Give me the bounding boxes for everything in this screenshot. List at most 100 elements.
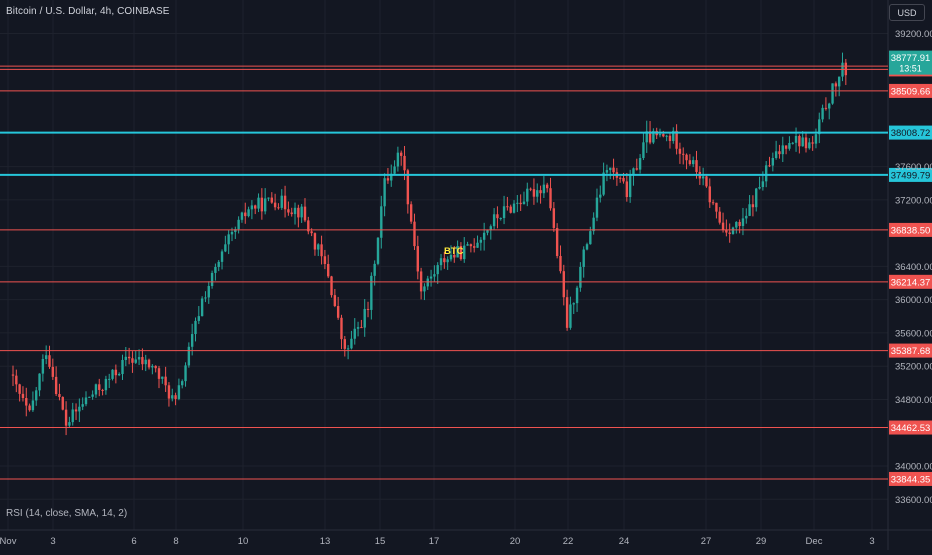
candle-body: [837, 76, 841, 87]
candle-body: [446, 259, 449, 263]
candle-body: [788, 143, 791, 149]
candle-body: [522, 201, 526, 205]
candle-body: [327, 264, 330, 277]
candle-body: [300, 206, 303, 218]
candles[interactable]: [11, 52, 848, 436]
candle-body: [141, 357, 144, 365]
candle-body: [552, 208, 556, 228]
candle-body: [565, 297, 569, 328]
candle-body: [280, 195, 283, 208]
candle-body: [658, 134, 662, 136]
candle-body: [801, 137, 804, 147]
level-label: 35387.68: [889, 343, 932, 358]
candle-body: [519, 202, 522, 205]
countdown-text: 13:51: [899, 64, 922, 74]
candle-body: [250, 205, 254, 210]
candle-body: [735, 221, 738, 228]
candle-body: [748, 204, 751, 216]
candle-body: [207, 285, 210, 298]
time-tick-label: 13: [320, 536, 331, 547]
time-tick-label: 29: [756, 536, 767, 547]
candle-body: [771, 157, 775, 166]
candle-body: [459, 246, 463, 260]
currency-button[interactable]: USD: [889, 4, 925, 21]
time-tick-label: 3: [869, 536, 874, 547]
candle-body: [267, 197, 270, 199]
candle-body: [818, 119, 821, 135]
candle-body: [273, 202, 277, 208]
candle-body: [456, 246, 459, 258]
candle-body: [18, 384, 21, 394]
candle-body: [672, 130, 675, 141]
level-label-text: 38008.72: [891, 128, 931, 139]
candle-body: [559, 255, 562, 272]
price-axis[interactable]: 39200.00 37600.00 37200.00 36400.00 36000.00…: [895, 29, 932, 506]
candle-body: [237, 219, 240, 230]
candle-body: [473, 246, 476, 248]
candle-body: [632, 168, 635, 176]
candle-body: [609, 167, 612, 171]
time-axis[interactable]: Nov 3 6 8 10 13 15 17 20 22 24 27 29 Dec 3: [0, 536, 875, 547]
candle-body: [708, 186, 711, 203]
level-label-bg: [889, 83, 932, 98]
support-resistance-lines[interactable]: 38768.3338509.6638008.7237499.7936838.50…: [0, 0, 932, 486]
candle-body: [297, 207, 300, 218]
candle-body: [539, 190, 542, 194]
candle-body: [463, 245, 466, 260]
level-label: 38008.72: [889, 125, 932, 140]
candle-body: [688, 160, 692, 165]
candle-body: [373, 263, 376, 276]
candle-body: [336, 306, 340, 318]
candle-body: [798, 136, 801, 147]
time-tick-label: 20: [510, 536, 521, 547]
price-tick-label: 35200.00: [895, 362, 932, 373]
candle-body: [476, 242, 479, 248]
candle-body: [61, 397, 64, 410]
candle-body: [682, 153, 685, 155]
candle-body: [526, 188, 529, 202]
level-label-bg: [889, 274, 932, 289]
candle-body: [804, 137, 808, 149]
candle-body: [728, 232, 731, 234]
candle-body: [453, 254, 456, 258]
rsi-indicator-label[interactable]: RSI (14, close, SMA, 14, 2): [6, 508, 128, 519]
candle-body: [725, 229, 728, 233]
candle-body: [436, 265, 439, 275]
candle-body: [58, 394, 61, 398]
candle-body: [662, 134, 665, 137]
candle-body: [745, 215, 748, 219]
candle-body: [589, 231, 592, 245]
candle-body: [187, 346, 191, 366]
candle-body: [469, 244, 473, 247]
candle-body: [307, 220, 310, 232]
candle-body: [293, 207, 297, 215]
candle-body: [376, 237, 380, 264]
candle-body: [257, 197, 260, 209]
level-label-bg: [889, 343, 932, 358]
candle-body: [400, 152, 403, 156]
candle-body: [512, 203, 516, 213]
candle-body: [711, 202, 715, 204]
candle-body: [290, 212, 293, 215]
time-tick-label: Dec: [806, 536, 823, 547]
candle-body: [516, 202, 519, 204]
candle-body: [572, 303, 575, 305]
price-tick-label: 39200.00: [895, 29, 932, 40]
candle-body: [247, 209, 250, 217]
candle-body: [134, 359, 137, 363]
candle-body: [287, 209, 290, 213]
candle-body: [270, 197, 274, 203]
candle-body: [409, 204, 413, 222]
candle-body: [11, 374, 15, 376]
time-tick-label: 10: [238, 536, 249, 547]
candle-body: [529, 188, 532, 190]
price-tick-label: 34800.00: [895, 395, 932, 406]
candle-body: [283, 195, 287, 210]
price-tick-label: 34000.00: [895, 462, 932, 473]
candle-body: [532, 189, 536, 197]
candle-body: [761, 181, 765, 188]
candle-body: [599, 194, 602, 198]
